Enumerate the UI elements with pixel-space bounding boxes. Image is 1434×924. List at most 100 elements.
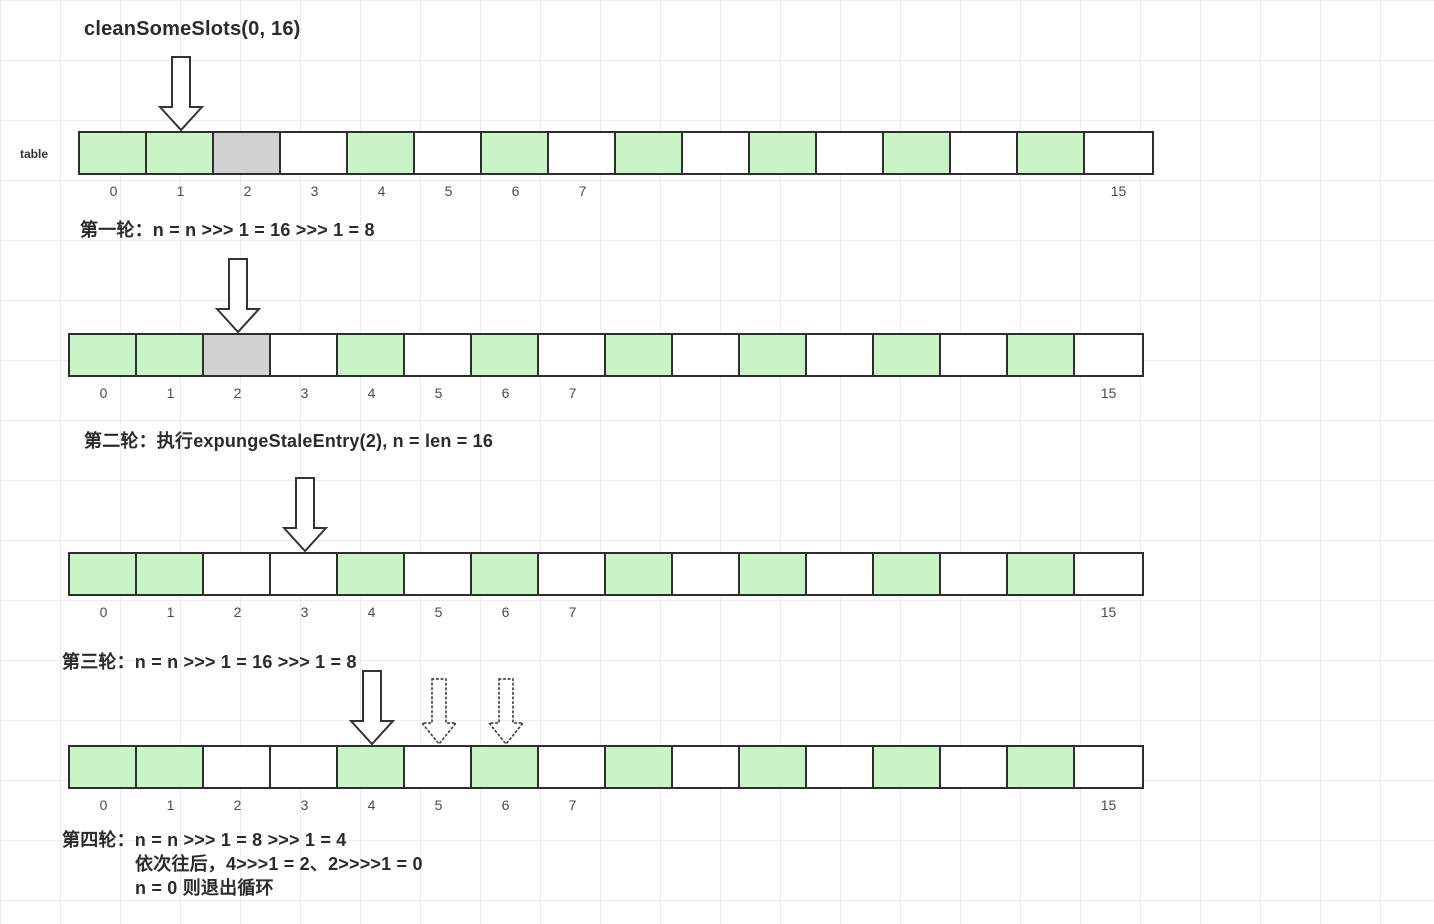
index-label-empty xyxy=(683,183,750,199)
index-label-1: 1 xyxy=(166,385,175,401)
index-label-empty xyxy=(750,183,817,199)
diagram-title: cleanSomeSlots(0, 16) xyxy=(84,18,301,40)
table-cell-3-white xyxy=(271,335,338,375)
table-cell-1-green xyxy=(137,554,204,594)
table-cell-7-white xyxy=(539,335,606,375)
table-cell-14-green xyxy=(1008,554,1075,594)
index-label-4: 4 xyxy=(377,183,386,199)
index-label-empty xyxy=(874,604,941,620)
table-cell-11-white xyxy=(807,747,874,787)
index-label-empty xyxy=(740,385,807,401)
index-label-empty xyxy=(606,385,673,401)
caption-round4-line3: n = 0 则退出循环 xyxy=(135,878,274,898)
table-cell-2-gray xyxy=(214,133,281,173)
index-label-7: 7 xyxy=(568,797,577,813)
down-arrow-solid-icon xyxy=(157,56,205,137)
index-label-6: 6 xyxy=(511,183,520,199)
table-cell-4-green xyxy=(348,133,415,173)
table-cell-12-green xyxy=(884,133,951,173)
table-cell-6-green xyxy=(472,335,539,375)
index-label-5: 5 xyxy=(434,797,443,813)
index-label-1: 1 xyxy=(166,604,175,620)
table-cell-15-white xyxy=(1075,554,1142,594)
index-label-5: 5 xyxy=(434,385,443,401)
table-cell-0-green xyxy=(70,747,137,787)
index-label-3: 3 xyxy=(310,183,319,199)
index-label-empty xyxy=(807,797,874,813)
table-cell-1-green xyxy=(147,133,214,173)
index-label-2: 2 xyxy=(233,385,242,401)
down-arrow-solid-icon xyxy=(348,670,396,751)
index-label-3: 3 xyxy=(300,385,309,401)
table-state-2 xyxy=(68,333,1144,377)
index-label-1: 1 xyxy=(176,183,185,199)
table-cell-8-green xyxy=(606,747,673,787)
table-cell-9-white xyxy=(673,554,740,594)
table-cell-3-white xyxy=(271,747,338,787)
index-label-3: 3 xyxy=(300,604,309,620)
index-label-7: 7 xyxy=(568,385,577,401)
index-label-5: 5 xyxy=(444,183,453,199)
table-cell-13-white xyxy=(941,335,1008,375)
down-arrow-solid-icon xyxy=(281,477,329,558)
table-cell-5-white xyxy=(415,133,482,173)
index-label-15: 15 xyxy=(1110,183,1127,199)
table-cell-11-white xyxy=(817,133,884,173)
index-label-empty xyxy=(807,385,874,401)
table-cell-0-green xyxy=(70,554,137,594)
table-cell-2-white xyxy=(204,554,271,594)
table-cell-5-white xyxy=(405,335,472,375)
index-label-empty xyxy=(616,183,683,199)
index-label-2: 2 xyxy=(233,604,242,620)
down-arrow-dotted-icon xyxy=(486,678,526,751)
table-cell-15-white xyxy=(1075,335,1142,375)
table-cell-0-green xyxy=(70,335,137,375)
table-cell-14-green xyxy=(1008,747,1075,787)
index-label-empty xyxy=(817,183,884,199)
table-cell-4-green xyxy=(338,335,405,375)
index-label-6: 6 xyxy=(501,604,510,620)
table-cell-6-green xyxy=(482,133,549,173)
index-label-empty xyxy=(740,604,807,620)
table-cell-13-white xyxy=(951,133,1018,173)
index-label-15: 15 xyxy=(1100,604,1117,620)
table-cell-3-white xyxy=(271,554,338,594)
table-cell-14-green xyxy=(1008,335,1075,375)
index-label-empty xyxy=(807,604,874,620)
table-label: table xyxy=(20,147,49,161)
down-arrow-solid-icon xyxy=(214,258,262,339)
index-label-empty xyxy=(941,797,1008,813)
table-cell-10-green xyxy=(740,747,807,787)
table-cell-9-white xyxy=(673,747,740,787)
table-cell-4-green xyxy=(338,554,405,594)
index-label-4: 4 xyxy=(367,604,376,620)
table-cell-2-gray xyxy=(204,335,271,375)
table-cell-8-green xyxy=(606,335,673,375)
index-labels-row-2: 0 1 2 3 4 5 6 7 15 xyxy=(70,385,1142,401)
table-cell-1-green xyxy=(137,747,204,787)
index-label-empty xyxy=(1008,604,1075,620)
table-cell-13-white xyxy=(941,747,1008,787)
table-cell-5-white xyxy=(405,554,472,594)
table-cell-8-green xyxy=(606,554,673,594)
table-cell-9-white xyxy=(673,335,740,375)
index-label-empty xyxy=(1018,183,1085,199)
index-label-15: 15 xyxy=(1100,385,1117,401)
index-label-2: 2 xyxy=(243,183,252,199)
table-state-4 xyxy=(68,745,1144,789)
table-cell-2-white xyxy=(204,747,271,787)
table-cell-13-white xyxy=(941,554,1008,594)
table-cell-7-white xyxy=(539,747,606,787)
index-label-1: 1 xyxy=(166,797,175,813)
index-label-empty xyxy=(740,797,807,813)
caption-round2: 第二轮：执行expungeStaleEntry(2), n = len = 16 xyxy=(84,431,494,451)
index-label-2: 2 xyxy=(233,797,242,813)
index-label-0: 0 xyxy=(99,797,108,813)
index-label-empty xyxy=(884,183,951,199)
table-cell-1-green xyxy=(137,335,204,375)
index-label-5: 5 xyxy=(434,604,443,620)
table-cell-6-green xyxy=(472,747,539,787)
table-cell-12-green xyxy=(874,747,941,787)
index-label-6: 6 xyxy=(501,385,510,401)
index-label-empty xyxy=(874,797,941,813)
